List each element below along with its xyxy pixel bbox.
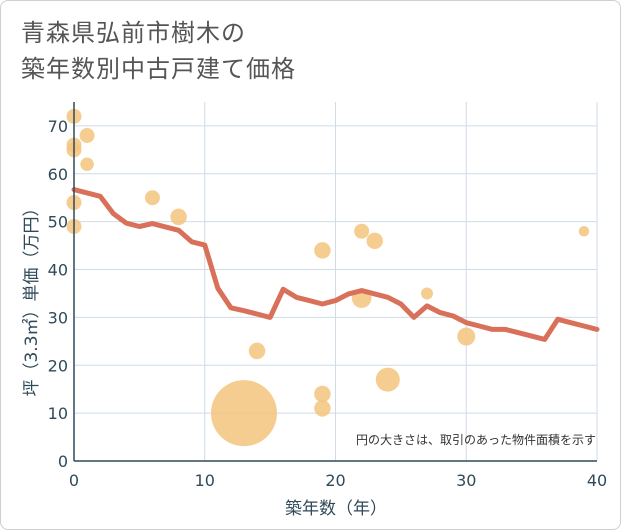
bubble-point	[248, 342, 266, 360]
bubble-point	[375, 367, 400, 392]
bubble-point	[210, 380, 277, 447]
x-axis-label: 築年数（年）	[285, 499, 387, 519]
bubble-layer	[66, 108, 590, 447]
bubble-point	[314, 242, 331, 259]
x-tick-label: 30	[456, 471, 476, 490]
y-tick-label: 60	[48, 165, 68, 184]
chart-title-line-2: 築年数別中古戸建て価格	[21, 55, 296, 83]
x-tick-label: 40	[587, 471, 607, 490]
bubble-point	[80, 157, 94, 171]
x-tick-label: 0	[69, 471, 79, 490]
bubble-point	[366, 232, 383, 250]
y-axis-label: 坪（3.3㎡）単価（万円）	[22, 199, 42, 396]
bubble-point	[354, 223, 370, 239]
average-line-layer	[71, 187, 600, 342]
x-tick-label: 20	[325, 471, 345, 490]
axes	[73, 102, 597, 462]
bubble-point	[314, 385, 331, 403]
chart-title: 青森県弘前市樹木の 築年数別中古戸建て価格	[21, 15, 296, 87]
tick-labels: 0 10 20 30 40 50 60 70 0 10 20 30 40	[48, 117, 608, 490]
y-tick-label: 0	[58, 452, 68, 471]
y-tick-label: 70	[48, 117, 68, 136]
y-tick-label: 40	[48, 261, 68, 280]
bubble-point	[144, 190, 160, 206]
average-price-line	[71, 187, 600, 342]
y-tick-label: 20	[48, 356, 68, 375]
grid-lines	[74, 102, 598, 461]
bubble-point	[79, 128, 95, 144]
size-note: 円の大きさは、取引のあった物件面積を示す	[356, 432, 596, 447]
bubble-point	[578, 225, 590, 237]
y-tick-label: 30	[48, 308, 68, 327]
x-tick-label: 10	[195, 471, 215, 490]
y-tick-label: 50	[48, 213, 68, 232]
bubble-point	[170, 208, 187, 226]
bubble-point	[457, 327, 476, 346]
bubble-point	[314, 400, 331, 417]
bubble-point	[421, 287, 434, 300]
y-tick-label: 10	[48, 404, 68, 423]
chart-title-line-1: 青森県弘前市樹木の	[21, 19, 246, 47]
